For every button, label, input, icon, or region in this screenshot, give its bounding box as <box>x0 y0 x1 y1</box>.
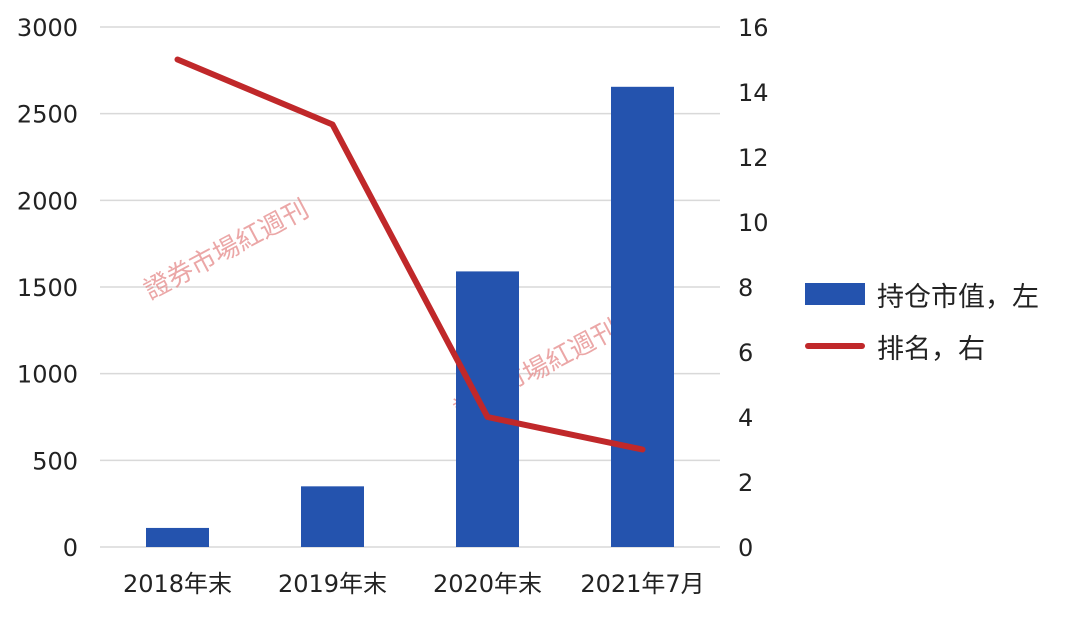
y-left-tick-label: 1000 <box>17 361 78 389</box>
bar-series <box>146 86 674 548</box>
y-left-tick-label: 500 <box>32 447 78 475</box>
watermark-1: 證券市場紅週刊 <box>139 194 314 306</box>
legend-label-bar: 持仓市值，左 <box>877 281 1039 313</box>
y-axis-left: 0 500 1000 1500 2000 2500 3000 <box>17 14 78 562</box>
y-left-tick-label: 2500 <box>17 101 78 129</box>
y-left-tick-label: 3000 <box>17 14 78 42</box>
line-path <box>174 56 646 453</box>
bar <box>146 527 209 547</box>
bar <box>456 271 519 547</box>
legend: 持仓市值，左 排名，右 <box>805 268 1039 372</box>
y-right-tick-label: 10 <box>738 209 769 237</box>
x-tick-label: 2019年末 <box>278 570 387 598</box>
bar <box>611 86 674 548</box>
x-axis: 2018年末 2019年末 2020年末 2021年7月 <box>123 570 705 598</box>
x-tick-label: 2021年7月 <box>580 570 704 598</box>
legend-swatch-line <box>805 343 865 349</box>
watermark-layer: 證券市場紅週刊 證券市場紅週刊 <box>139 194 624 426</box>
x-tick-label: 2018年末 <box>123 570 232 598</box>
line-series <box>174 56 646 453</box>
y-right-tick-label: 8 <box>738 274 753 302</box>
legend-swatch-bar <box>805 283 865 305</box>
legend-item-bar: 持仓市值，左 <box>805 268 1039 320</box>
y-axis-right: 0 2 4 6 8 10 12 14 16 <box>738 14 769 562</box>
legend-item-line: 排名，右 <box>805 320 1039 372</box>
y-right-tick-label: 2 <box>738 469 753 497</box>
legend-label-line: 排名，右 <box>877 333 985 365</box>
y-right-tick-label: 6 <box>738 339 753 367</box>
x-tick-label: 2020年末 <box>433 570 542 598</box>
bar <box>301 486 364 547</box>
y-left-tick-label: 1500 <box>17 274 78 302</box>
y-right-tick-label: 16 <box>738 14 769 42</box>
y-right-tick-label: 0 <box>738 534 753 562</box>
y-right-tick-label: 14 <box>738 79 769 107</box>
y-right-tick-label: 4 <box>738 404 753 432</box>
y-right-tick-label: 12 <box>738 144 769 172</box>
y-left-tick-label: 2000 <box>17 187 78 215</box>
y-left-tick-label: 0 <box>63 534 78 562</box>
gridlines <box>100 26 720 548</box>
